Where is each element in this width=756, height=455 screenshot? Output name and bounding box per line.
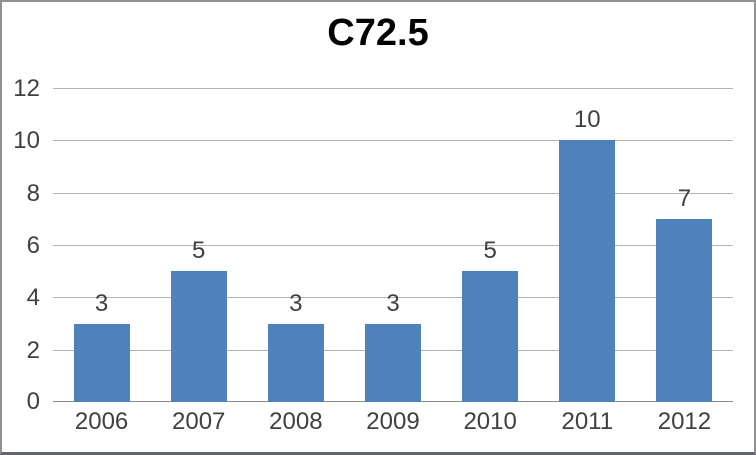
bar-2007 (170, 271, 227, 402)
x-tick-label-2010: 2010 (463, 408, 517, 435)
x-tick-label-2012: 2012 (657, 408, 712, 435)
gridline-y10 (53, 140, 733, 142)
y-tick-label-10: 10 (13, 127, 40, 155)
data-label-2006: 3 (94, 289, 109, 317)
bar-2009 (365, 323, 421, 402)
x-tick-label-2007: 2007 (172, 408, 226, 435)
bar-2012 (656, 218, 713, 402)
chart-title: C72.5 (327, 12, 429, 54)
data-label-2008: 3 (289, 289, 303, 317)
y-tick-label-12: 12 (13, 75, 40, 102)
data-label-2009: 3 (386, 289, 400, 317)
data-label-2010: 5 (483, 237, 497, 265)
y-tick-label-0: 0 (26, 388, 40, 415)
x-tick-label-2011: 2011 (561, 408, 614, 435)
data-label-2011: 10 (573, 106, 601, 134)
x-tick-label-2006: 2006 (74, 408, 129, 435)
y-tick-label-8: 8 (26, 179, 40, 207)
y-tick-label-4: 4 (26, 284, 40, 312)
gridline-y8 (53, 192, 733, 194)
gridline-y12 (53, 88, 733, 89)
data-label-2012: 7 (677, 184, 692, 212)
bar-2011 (559, 140, 616, 402)
bar-2006 (73, 323, 130, 402)
gridline-y4 (53, 297, 733, 299)
y-tick-label-2: 2 (26, 336, 40, 364)
data-label-2007: 5 (192, 237, 206, 265)
x-tick-label-2008: 2008 (269, 408, 323, 435)
bar-2010 (462, 271, 519, 402)
x-tick-label-2009: 2009 (366, 408, 420, 435)
plot-area: 3 5 3 3 5 10 7 (53, 88, 733, 402)
y-tick-label-6: 6 (26, 232, 40, 259)
gridline-y6 (53, 245, 733, 246)
bar-2008 (267, 323, 324, 402)
